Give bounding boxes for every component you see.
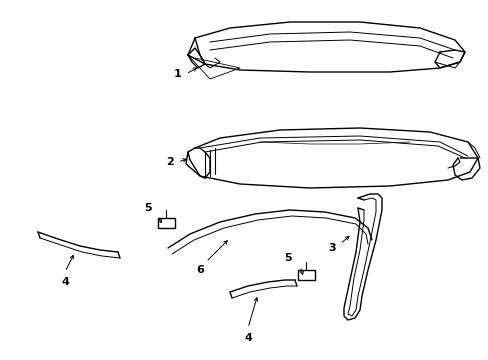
Text: 6: 6 [196, 265, 203, 275]
Text: 2: 2 [166, 157, 174, 167]
Text: 5: 5 [144, 203, 151, 213]
Text: 4: 4 [244, 333, 251, 343]
Text: 3: 3 [327, 243, 335, 253]
Text: 1: 1 [174, 69, 182, 79]
Text: 5: 5 [284, 253, 291, 263]
Text: 4: 4 [61, 277, 69, 287]
